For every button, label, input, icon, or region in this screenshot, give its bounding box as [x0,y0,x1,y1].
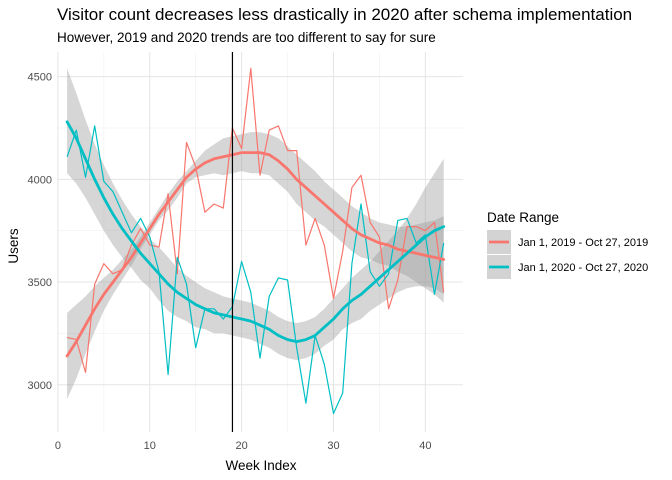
series-line-2 [66,125,445,415]
confidence-bands [67,68,444,400]
legend: Date Range Jan 1, 2019 - Oct 27, 2019Jan… [487,210,648,279]
x-tick-label: 30 [327,440,339,452]
x-tick-label: 40 [419,440,431,452]
x-axis-title: Week Index [225,458,296,473]
legend-items: Jan 1, 2019 - Oct 27, 2019 Jan 1, 2020 - … [487,230,648,279]
y-axis-ticks: 3000 3500 4000 4500 [28,72,52,392]
legend-title: Date Range [487,210,559,225]
x-tick-label: 0 [55,440,61,452]
confidence-band-2 [67,68,444,361]
raw-series-lines [66,67,445,415]
y-tick-label: 3000 [28,380,52,392]
x-tick-label: 20 [236,440,248,452]
chart-title: Visitor count decreases less drastically… [57,5,632,24]
y-tick-label: 4000 [28,174,52,186]
chart-subtitle: However, 2019 and 2020 trends are too di… [57,30,436,45]
smooth-line-2 [65,120,446,343]
plot-area [57,52,463,432]
legend-item-1: Jan 1, 2019 - Oct 27, 2019 [487,230,648,254]
legend-label: Jan 1, 2019 - Oct 27, 2019 [518,237,648,249]
legend-label: Jan 1, 2020 - Oct 27, 2020 [518,262,648,274]
y-tick-label: 4500 [28,72,52,84]
y-axis-title: Users [6,228,21,264]
smooth-line-1 [65,151,446,358]
x-axis-ticks: 0 10 20 30 40 [55,440,432,452]
legend-item-2: Jan 1, 2020 - Oct 27, 2020 [487,255,648,279]
x-tick-label: 10 [144,440,156,452]
series-line-1 [66,67,445,373]
smoothed-series-lines [65,120,446,358]
y-tick-label: 3500 [28,277,52,289]
